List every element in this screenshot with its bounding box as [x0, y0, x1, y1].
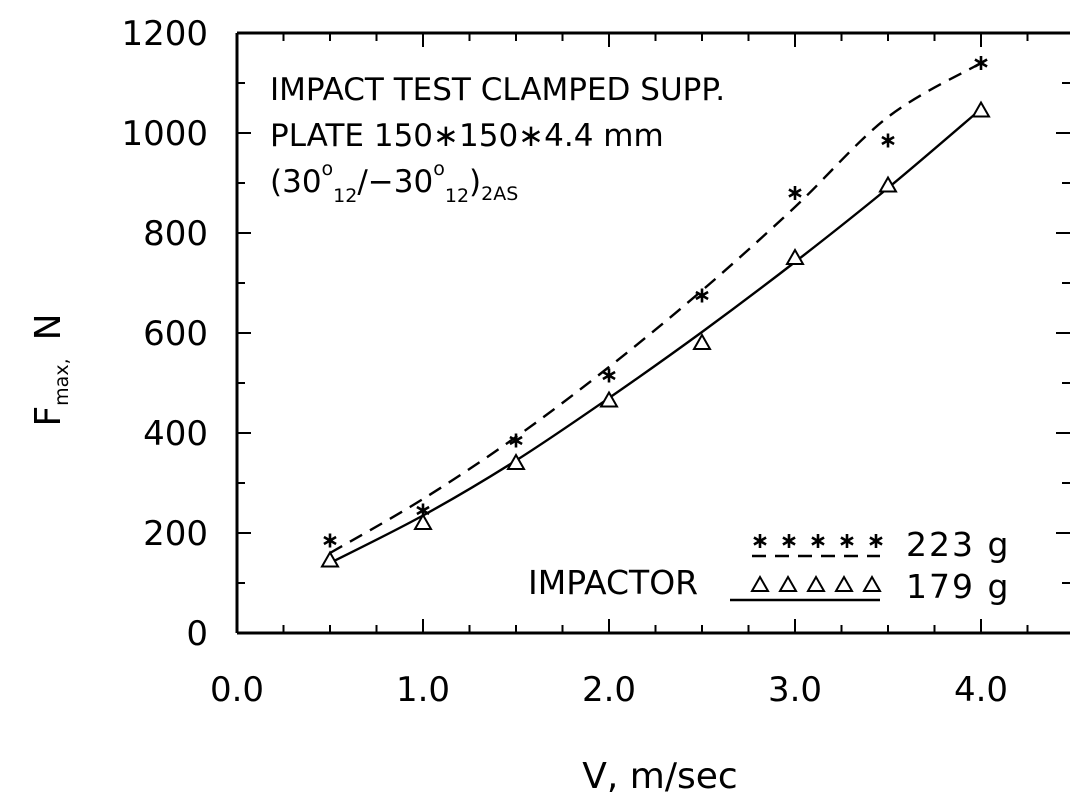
annotation-line-3: (30o12/−30o12)2AS: [270, 158, 518, 207]
data-point-asterisk: [788, 186, 802, 200]
legend-title: IMPACTOR: [528, 563, 698, 602]
x-tick-labels: 0.0 1.0 2.0 3.0 4.0: [210, 670, 1008, 710]
data-point-triangle: [878, 175, 898, 193]
legend-triangle: [750, 574, 770, 592]
asterisk-stroke: [840, 536, 854, 546]
y-axis-title: Fmax, N: [28, 313, 73, 426]
data-point-asterisk: [323, 533, 337, 548]
annotation-line-3-sub-1: 12: [333, 185, 357, 207]
annotation-line-1: IMPACT TEST CLAMPED SUPP.: [270, 72, 725, 108]
y-tick-label: 400: [143, 414, 208, 454]
annotation-line-3-sup-1: o: [322, 158, 334, 180]
data-point-triangle: [320, 550, 340, 568]
x-axis-title: V, m/sec: [582, 756, 737, 797]
data-point-triangle: [413, 512, 433, 530]
asterisk-stroke: [974, 58, 988, 68]
legend-sample-asterisk: [752, 534, 883, 558]
asterisk-stroke: [782, 536, 796, 546]
asterisk-stroke: [869, 536, 883, 546]
data-point-asterisk: [881, 133, 895, 148]
y-axis-title-text: Fmax, N: [28, 313, 73, 426]
axis-ticks: [236, 32, 1070, 634]
y-axis-title-unit: N: [28, 313, 69, 340]
asterisk-stroke: [881, 135, 895, 146]
data-point-triangle: [692, 332, 712, 350]
legend-triangle: [862, 574, 882, 592]
y-tick-label: 0: [186, 614, 208, 654]
y-axis-title-sub: max,: [51, 358, 73, 405]
asterisk-stroke: [753, 536, 767, 546]
annotation-line-3-open: (30: [270, 164, 322, 200]
data-point-asterisk: [509, 433, 523, 448]
asterisk-stroke: [602, 370, 616, 381]
x-tick-label: 4.0: [954, 670, 1008, 710]
y-tick-label: 1200: [121, 14, 208, 54]
y-tick-label: 600: [143, 314, 208, 354]
legend-label-179g: 179 g: [906, 567, 1010, 606]
legend-asterisk: [840, 534, 854, 548]
asterisk-stroke: [811, 536, 825, 546]
data-point-triangle: [506, 452, 526, 470]
annotation-line-3-sub-2: 12: [445, 185, 469, 207]
data-point-triangle: [785, 247, 805, 265]
legend-triangle: [778, 574, 798, 592]
legend-triangle: [806, 574, 826, 592]
legend-triangle: [834, 574, 854, 592]
x-tick-label: 0.0: [210, 670, 264, 710]
legend-label-223g: 223 g: [906, 525, 1010, 564]
legend-sample-triangle: [730, 574, 882, 602]
data-point-asterisk: [695, 288, 709, 303]
annotation-line-3-close: ): [469, 164, 481, 200]
x-tick-label: 1.0: [396, 670, 450, 710]
asterisk-stroke: [788, 188, 802, 198]
legend-asterisk: [782, 534, 796, 548]
asterisk-stroke: [509, 435, 523, 446]
annotation-line-3-mid: /−30: [357, 164, 433, 200]
legend-asterisk-markers: [753, 534, 883, 548]
y-tick-label: 1000: [121, 114, 208, 154]
asterisk-stroke: [323, 535, 337, 546]
y-axis-title-main: F: [28, 406, 69, 427]
legend-asterisk: [753, 534, 767, 548]
legend-asterisk: [869, 534, 883, 548]
asterisk-stroke: [695, 290, 709, 301]
y-tick-label: 200: [143, 514, 208, 554]
data-point-triangle: [971, 100, 991, 118]
data-point-asterisk: [974, 56, 988, 70]
data-point-asterisk: [602, 368, 616, 383]
legend: 223 g IMPACTOR 179 g: [528, 525, 1010, 606]
y-tick-labels: 0 200 400 600 800 1000 1200: [121, 14, 208, 654]
asterisk-stroke: [416, 505, 430, 516]
annotation-line-2: PLATE 150∗150∗4.4 mm: [270, 118, 664, 154]
x-tick-label: 2.0: [582, 670, 636, 710]
legend-triangle-markers: [750, 574, 882, 592]
annotation-line-3-sup-2: o: [433, 158, 445, 180]
x-tick-label: 3.0: [768, 670, 822, 710]
data-markers: [320, 56, 991, 568]
y-tick-label: 800: [143, 214, 208, 254]
data-point-triangle: [599, 390, 619, 408]
annotation-line-3-sub-3: 2AS: [481, 183, 518, 205]
fit-curve-asterisk: [329, 61, 982, 555]
legend-asterisk: [811, 534, 825, 548]
